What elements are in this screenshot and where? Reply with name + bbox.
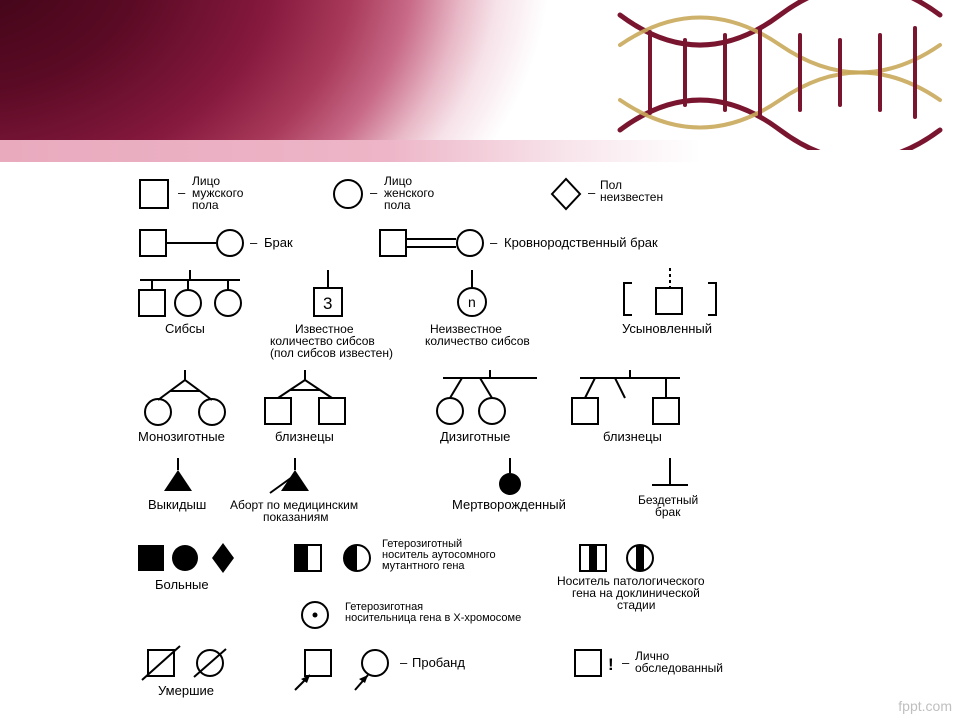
label-miscarry: Выкидыш [148,497,206,512]
label-examined: Личнообследованный [635,649,723,675]
label-marriage: Брак [264,235,293,250]
svg-text:–: – [370,185,378,200]
dna-helix-icon [590,0,960,150]
symbol-stillborn: Мертворожденный [452,458,566,512]
symbol-deceased: Умершие [142,646,226,698]
symbol-marriage: – Брак [140,230,293,256]
symbol-unknown-sex: – Полнеизвестен [552,178,663,209]
label-carrier-pre: Носитель патологическогогена на доклинич… [557,574,705,612]
label-stillborn: Мертворожденный [452,497,566,512]
label-twins-2: близнецы [603,429,662,444]
symbol-sibs-unknown: n Неизвестноеколичество сибсов [425,270,530,348]
symbol-abortion: Аборт по медицинскимпоказаниям [230,458,358,524]
label-childless: Бездетныйбрак [638,493,698,519]
label-unknown: Полнеизвестен [600,178,663,204]
symbol-monozygotic: Монозиготные [138,370,225,444]
symbol-consanguineous: – Кровнородственный брак [380,230,658,256]
symbol-twins-left: близнецы [265,370,345,444]
label-female: Лицоженскогопола [384,175,435,212]
sibs-unknown-n: n [468,294,476,310]
label-sibs-unknown: Неизвестноеколичество сибсов [425,322,530,348]
label-twins-1: близнецы [275,429,334,444]
svg-text:–: – [178,185,186,200]
symbol-adopted: Усыновленный [622,268,716,336]
svg-text:–: – [622,655,630,670]
svg-text:–: – [490,235,498,250]
pedigree-legend-diagram: – Лицомужскогопола – Лицоженскогопола – … [130,175,890,705]
svg-text:–: – [400,655,408,670]
symbol-proband: – Пробанд [295,650,465,690]
label-mono: Монозиготные [138,429,225,444]
symbol-childless: Бездетныйбрак [638,458,698,519]
symbol-female: – Лицоженскогопола [334,175,435,212]
label-het-auto: Гетерозиготныйноситель аутосомногомутант… [382,538,496,572]
symbol-dizygotic: Дизиготные [437,370,537,444]
symbol-het-autosomal: Гетерозиготныйноситель аутосомногомутант… [295,538,496,572]
label-proband: Пробанд [412,655,465,670]
symbol-carrier-preclinical: Носитель патологическогогена на доклинич… [557,545,705,612]
symbol-male: – Лицомужскогопола [140,175,244,212]
symbol-miscarriage: Выкидыш [148,458,206,512]
label-het-x: Гетерозиготнаяносительница гена в Х‑хром… [345,601,521,624]
symbol-het-x: Гетерозиготнаяносительница гена в Х‑хром… [302,601,521,628]
label-abort: Аборт по медицинскимпоказаниям [230,498,358,524]
symbol-sibs-known: 3 Известноеколичество сибсов(пол сибсов … [270,270,393,360]
label-dizy: Дизиготные [440,429,510,444]
header-gradient [0,0,590,160]
label-male: Лицомужскогопола [192,175,244,212]
symbol-sibs: Сибсы [139,270,241,336]
symbol-affected: Больные [138,543,234,592]
sibs-known-count: 3 [323,294,332,313]
watermark-text: fppt.com [898,698,952,714]
label-consang: Кровнородственный брак [504,235,658,250]
svg-text:–: – [588,185,596,200]
label-sibs-known: Известноеколичество сибсов(пол сибсов из… [270,322,393,360]
symbol-examined: ! – Личнообследованный [575,649,723,676]
label-deceased: Умершие [158,683,214,698]
label-affected: Больные [155,577,209,592]
bang: ! [608,655,614,674]
label-sibs: Сибсы [165,321,205,336]
symbol-twins-right: близнецы [572,370,680,444]
label-adopted: Усыновленный [622,321,712,336]
svg-text:–: – [250,235,258,250]
